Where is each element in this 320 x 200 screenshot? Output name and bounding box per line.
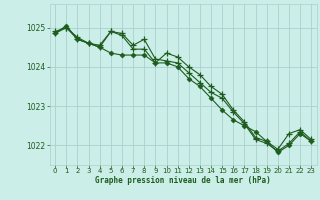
X-axis label: Graphe pression niveau de la mer (hPa): Graphe pression niveau de la mer (hPa) <box>95 176 271 185</box>
